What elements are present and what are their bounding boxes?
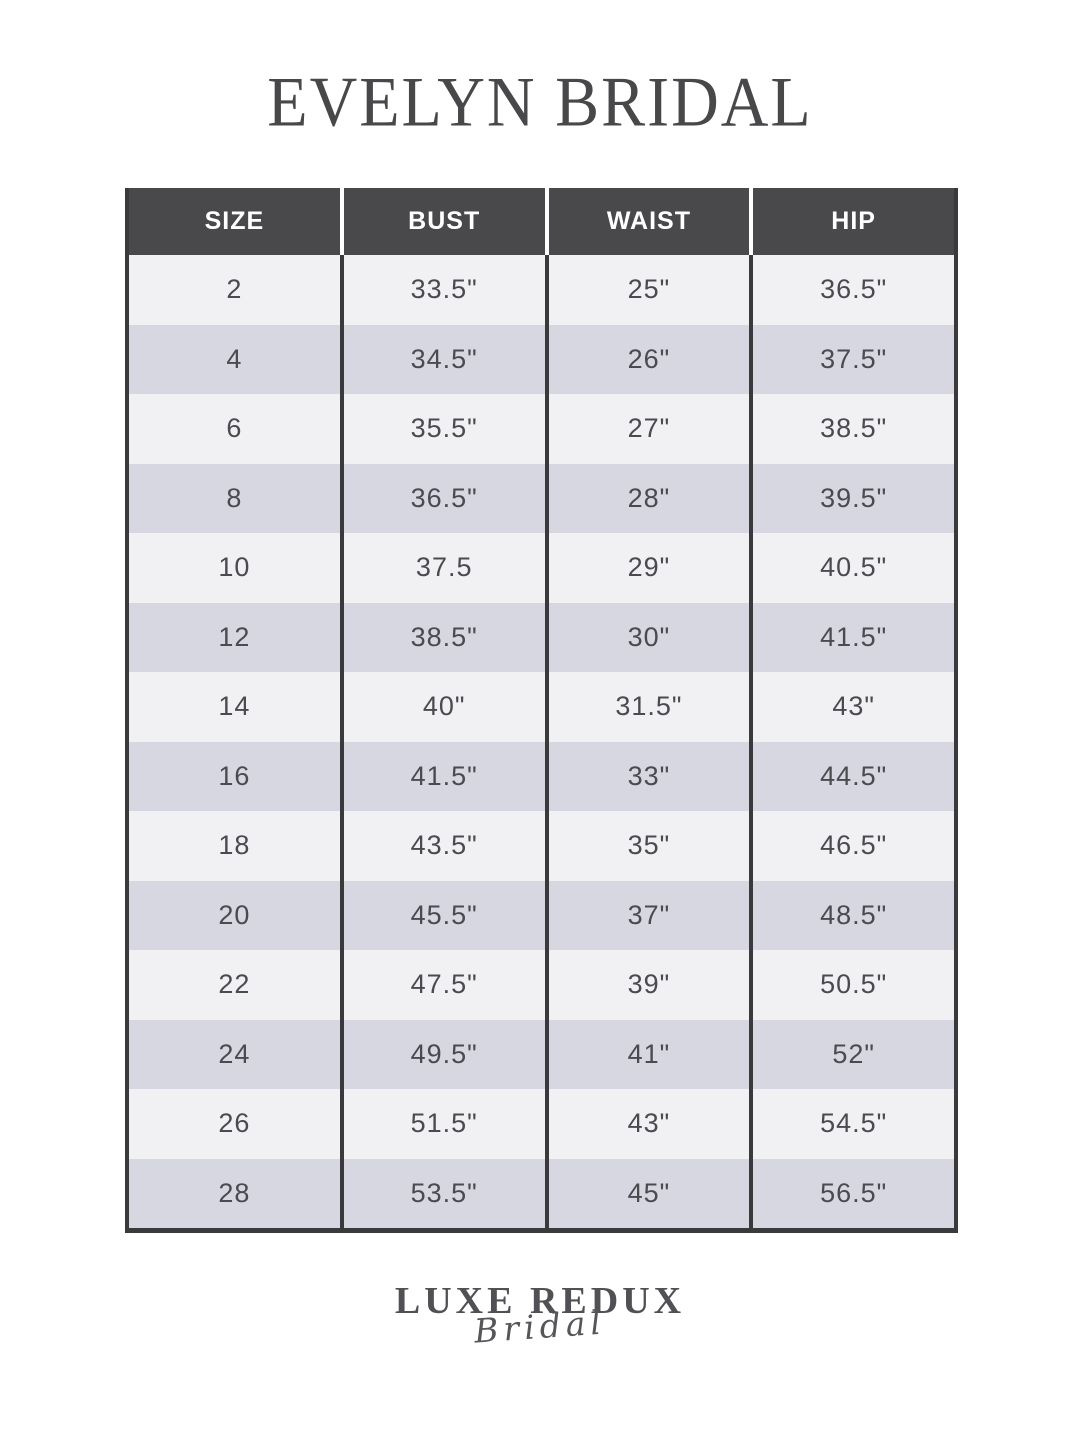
size-table-body: 2 33.5" 25" 36.5" 4 34.5" 26" 37.5" 6 35.5" 27" 38.… bbox=[129, 255, 954, 1228]
cell-hip: 36.5" bbox=[749, 255, 954, 325]
table-row: 6 35.5" 27" 38.5" bbox=[129, 394, 954, 464]
cell-size: 22 bbox=[129, 950, 340, 1020]
cell-waist: 26" bbox=[544, 324, 750, 394]
cell-size: 20 bbox=[129, 880, 340, 950]
table-row: 22 47.5" 39" 50.5" bbox=[129, 950, 954, 1020]
header-hip: HIP bbox=[749, 188, 954, 255]
table-row: 20 45.5" 37" 48.5" bbox=[129, 880, 954, 950]
cell-bust: 40" bbox=[339, 672, 545, 742]
cell-size: 8 bbox=[129, 463, 340, 533]
cell-bust: 35.5" bbox=[339, 394, 545, 464]
cell-waist: 37" bbox=[544, 880, 750, 950]
cell-waist: 30" bbox=[544, 602, 750, 672]
size-table: SIZE BUST WAIST HIP 2 33.5" 25" 36.5" 4 34.5"… bbox=[125, 188, 958, 1233]
cell-size: 24 bbox=[129, 1019, 340, 1089]
footer-logo: LUXE REDUX Bridal bbox=[0, 1280, 1080, 1351]
cell-hip: 54.5" bbox=[749, 1089, 954, 1159]
cell-bust: 45.5" bbox=[339, 880, 545, 950]
cell-hip: 48.5" bbox=[749, 880, 954, 950]
cell-waist: 25" bbox=[544, 255, 750, 325]
cell-size: 10 bbox=[129, 533, 340, 603]
cell-hip: 52" bbox=[749, 1019, 954, 1089]
cell-size: 14 bbox=[129, 672, 340, 742]
cell-waist: 39" bbox=[544, 950, 750, 1020]
cell-hip: 50.5" bbox=[749, 950, 954, 1020]
cell-hip: 56.5" bbox=[749, 1158, 954, 1228]
luxe-redux-wordmark: LUXE REDUX bbox=[394, 1280, 686, 1322]
cell-bust: 36.5" bbox=[339, 463, 545, 533]
cell-waist: 31.5" bbox=[544, 672, 750, 742]
cell-hip: 38.5" bbox=[749, 394, 954, 464]
cell-size: 18 bbox=[129, 811, 340, 881]
table-row: 8 36.5" 28" 39.5" bbox=[129, 463, 954, 533]
cell-bust: 51.5" bbox=[339, 1089, 545, 1159]
table-row: 12 38.5" 30" 41.5" bbox=[129, 602, 954, 672]
cell-size: 12 bbox=[129, 602, 340, 672]
cell-bust: 37.5 bbox=[339, 533, 545, 603]
cell-hip: 46.5" bbox=[749, 811, 954, 881]
cell-size: 6 bbox=[129, 394, 340, 464]
header-size: SIZE bbox=[129, 188, 340, 255]
table-row: 16 41.5" 33" 44.5" bbox=[129, 741, 954, 811]
cell-bust: 33.5" bbox=[339, 255, 545, 325]
cell-size: 28 bbox=[129, 1158, 340, 1228]
cell-hip: 40.5" bbox=[749, 533, 954, 603]
cell-hip: 44.5" bbox=[749, 741, 954, 811]
page-title: EVELYN BRIDAL bbox=[267, 63, 813, 142]
cell-size: 16 bbox=[129, 741, 340, 811]
cell-waist: 33" bbox=[544, 741, 750, 811]
table-row: 26 51.5" 43" 54.5" bbox=[129, 1089, 954, 1159]
cell-hip: 41.5" bbox=[749, 602, 954, 672]
cell-waist: 27" bbox=[544, 394, 750, 464]
cell-hip: 39.5" bbox=[749, 463, 954, 533]
cell-bust: 38.5" bbox=[339, 602, 545, 672]
table-row: 14 40" 31.5" 43" bbox=[129, 672, 954, 742]
cell-size: 2 bbox=[129, 255, 340, 325]
cell-hip: 43" bbox=[749, 672, 954, 742]
cell-hip: 37.5" bbox=[749, 324, 954, 394]
table-row: 28 53.5" 45" 56.5" bbox=[129, 1158, 954, 1228]
cell-bust: 43.5" bbox=[339, 811, 545, 881]
table-row: 10 37.5 29" 40.5" bbox=[129, 533, 954, 603]
cell-bust: 49.5" bbox=[339, 1019, 545, 1089]
cell-bust: 53.5" bbox=[339, 1158, 545, 1228]
cell-bust: 41.5" bbox=[339, 741, 545, 811]
cell-waist: 29" bbox=[544, 533, 750, 603]
bridal-script-wordmark: Bridal bbox=[472, 1302, 608, 1351]
cell-size: 26 bbox=[129, 1089, 340, 1159]
cell-size: 4 bbox=[129, 324, 340, 394]
table-row: 4 34.5" 26" 37.5" bbox=[129, 324, 954, 394]
header-waist: WAIST bbox=[544, 188, 750, 255]
table-row: 18 43.5" 35" 46.5" bbox=[129, 811, 954, 881]
cell-waist: 43" bbox=[544, 1089, 750, 1159]
cell-bust: 34.5" bbox=[339, 324, 545, 394]
cell-bust: 47.5" bbox=[339, 950, 545, 1020]
cell-waist: 35" bbox=[544, 811, 750, 881]
cell-waist: 41" bbox=[544, 1019, 750, 1089]
table-row: 24 49.5" 41" 52" bbox=[129, 1019, 954, 1089]
cell-waist: 28" bbox=[544, 463, 750, 533]
cell-waist: 45" bbox=[544, 1158, 750, 1228]
header-bust: BUST bbox=[339, 188, 545, 255]
table-row: 2 33.5" 25" 36.5" bbox=[129, 255, 954, 325]
table-header-row: SIZE BUST WAIST HIP bbox=[129, 188, 954, 255]
